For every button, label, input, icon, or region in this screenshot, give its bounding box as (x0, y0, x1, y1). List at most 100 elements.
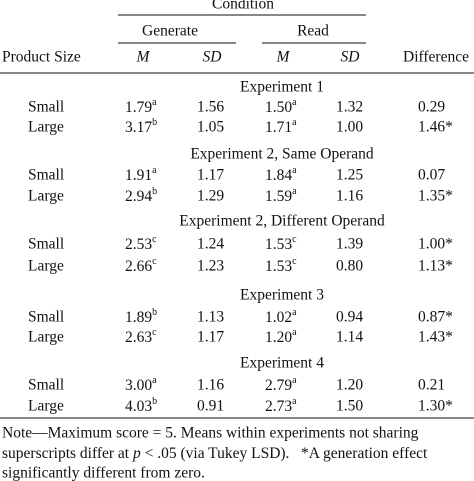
cell: 1.13 (197, 309, 224, 326)
cell: 1.20 (336, 377, 363, 394)
section-title: Experiment 3 (240, 287, 324, 304)
cell: 4.03b (125, 396, 157, 414)
superscript: a (152, 375, 157, 386)
cell-value: 2.66 (125, 258, 152, 275)
cell: 2.94b (125, 186, 157, 204)
header: Condition (212, 0, 274, 13)
cell-value: 2.94 (125, 188, 152, 205)
superscript: a (152, 165, 157, 176)
note: significantly different from zero. (2, 465, 205, 481)
cell: 1.02a (265, 307, 297, 325)
row-label: Small (28, 99, 64, 116)
note: superscripts differ at (2, 445, 133, 462)
cell-value: 4.03 (125, 398, 152, 415)
cell-value: 1.53 (265, 258, 292, 275)
superscript: b (152, 307, 157, 318)
cell: 1.84a (265, 165, 297, 183)
row-label: Small (28, 167, 64, 184)
row-label: Large (28, 119, 64, 136)
section-title: Experiment 4 (240, 355, 324, 372)
cell-value: 1.59 (265, 188, 292, 205)
superscript: a (292, 307, 297, 318)
cell: 1.14 (336, 329, 363, 346)
note: < .05 (via Tukey LSD). *A generation eff… (141, 445, 428, 462)
cell: 2.66c (125, 256, 157, 274)
cell: 1.05 (197, 119, 224, 136)
row-label: Large (28, 258, 64, 275)
header: M (136, 49, 151, 66)
row-label: Large (28, 188, 64, 205)
cell: 1.79a (125, 97, 157, 115)
superscript: c (152, 327, 157, 338)
superscript: c (152, 234, 157, 245)
cell: 2.73a (265, 396, 297, 414)
cell: 1.29 (197, 188, 224, 205)
row-label: Small (28, 236, 64, 253)
cell: 1.24 (197, 236, 224, 253)
cell: 1.91a (125, 165, 157, 183)
cell: 0.87* (418, 309, 453, 326)
cell: 1.39 (336, 236, 363, 253)
cell: 0.07 (418, 167, 445, 184)
note: Note—Maximum score = 5. Means within exp… (2, 425, 419, 442)
cell: 1.30* (418, 398, 453, 415)
cell: 3.00a (125, 375, 157, 393)
cell: 0.21 (418, 377, 445, 394)
superscript: a (292, 165, 297, 176)
cell-value: 1.89 (125, 309, 152, 326)
section-title: Experiment 1 (240, 79, 324, 96)
row-label: Large (28, 398, 64, 415)
section-title: Experiment 2, Different Operand (179, 213, 385, 230)
cell: 1.17 (197, 329, 224, 346)
row-label: Large (28, 329, 64, 346)
cell: 1.13* (418, 258, 453, 275)
header: SD (203, 49, 222, 66)
cell-value: 1.79 (125, 99, 152, 116)
header: SD (341, 49, 360, 66)
cell: 1.00* (418, 236, 453, 253)
cell-value: 1.53 (265, 236, 292, 253)
cell: 1.20a (265, 327, 297, 345)
cell-value: 2.73 (265, 398, 292, 415)
section-title: Experiment 2, Same Operand (190, 146, 374, 163)
header: M (276, 49, 291, 66)
cell: 1.23 (197, 258, 224, 275)
cell: 0.29 (418, 99, 445, 116)
note: superscripts differ at p < .05 (via Tuke… (2, 445, 428, 462)
cell: 1.32 (336, 99, 363, 116)
superscript: b (152, 396, 157, 407)
cell: 3.17b (125, 117, 157, 135)
cell: 1.50 (336, 398, 363, 415)
cell: 2.79a (265, 375, 297, 393)
header: Generate (142, 23, 198, 40)
cell-value: 1.50 (265, 99, 292, 116)
header: Difference (403, 49, 469, 66)
cell: 1.25 (336, 167, 363, 184)
row-label: Small (28, 309, 64, 326)
cell: 2.53c (125, 234, 157, 252)
cell: 1.89b (125, 307, 157, 325)
superscript: a (292, 186, 297, 197)
cell: 1.16 (197, 377, 224, 394)
cell-value: 1.91 (125, 167, 152, 184)
cell: 1.50a (265, 97, 297, 115)
cell: 0.94 (336, 309, 363, 326)
header: Read (297, 23, 329, 40)
cell-value: 2.63 (125, 329, 152, 346)
superscript: c (292, 234, 297, 245)
superscript: a (292, 327, 297, 338)
cell: 1.59a (265, 186, 297, 204)
cell-value: 1.02 (265, 309, 292, 326)
cell: 1.16 (336, 188, 363, 205)
header: Product Size (2, 49, 81, 66)
superscript: b (152, 186, 157, 197)
cell: 0.91 (197, 398, 224, 415)
superscript: a (152, 97, 157, 108)
cell: 1.35* (418, 188, 453, 205)
cell: 1.56 (197, 99, 224, 116)
cell: 1.17 (197, 167, 224, 184)
superscript: b (152, 117, 157, 128)
cell: 1.53c (265, 256, 297, 274)
